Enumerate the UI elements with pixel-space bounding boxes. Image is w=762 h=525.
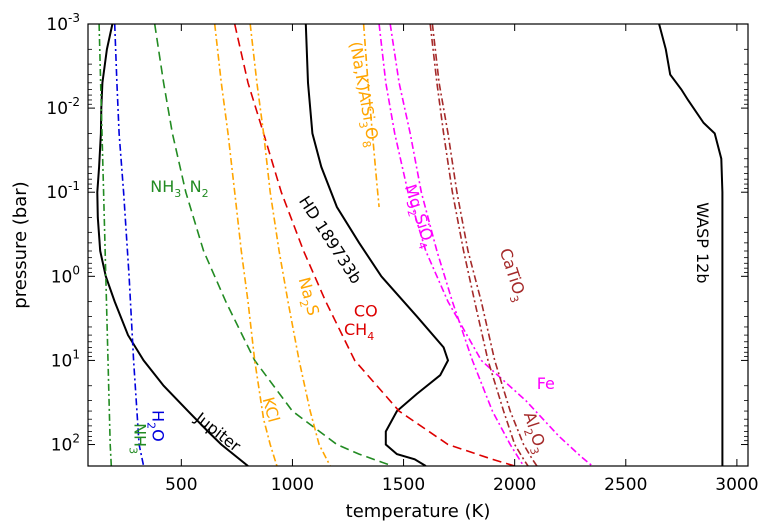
series-line-jupiter xyxy=(96,24,249,466)
x-tick-label: 2000 xyxy=(493,475,536,495)
curve-label-nakalsi: (Na,K)AlSi3O8 xyxy=(342,40,383,149)
curve-label-wasp: WASP 12b xyxy=(693,202,712,283)
x-tick-label: 2500 xyxy=(604,475,647,495)
series-line-mg2sio4 xyxy=(389,24,525,466)
x-tick-label: 3000 xyxy=(715,475,758,495)
series-line-nh3-n2 xyxy=(153,24,393,466)
plot-frame xyxy=(87,23,749,467)
series-line-wasp-12b xyxy=(658,24,724,466)
curve-label-nh3-cond: NH3 xyxy=(127,423,150,454)
curve-label-catio3: CaTiO3 xyxy=(492,246,531,305)
y-tick-label: 10-3 xyxy=(46,11,80,35)
x-axis-title: temperature (K) xyxy=(346,501,491,522)
series-line-catio3 xyxy=(429,24,529,466)
y-tick-label: 10-1 xyxy=(46,179,80,203)
series-line-al2o3 xyxy=(431,24,538,466)
curve-label-jupiter: Jupiter xyxy=(191,408,245,456)
series-line-h2o xyxy=(113,24,145,466)
curve-label-al2o3: Al2O3 xyxy=(516,409,551,456)
curve-label-na2s: Na2S xyxy=(291,275,323,319)
curve-label-hd: HD 189733b xyxy=(295,192,366,287)
curve-label-h2o: H2O xyxy=(144,410,167,442)
series-line-nh3 xyxy=(98,24,113,466)
series-line-hd-189733b xyxy=(304,24,450,466)
series-line-kcl xyxy=(213,24,278,466)
curve-label-co: CO xyxy=(354,301,378,320)
y-axis-title: pressure (bar) xyxy=(10,181,31,308)
curve-label-mg2sio4: Mg2SiO4 xyxy=(397,182,439,251)
x-tick-label: 500 xyxy=(165,475,197,495)
x-tick-label: 1000 xyxy=(271,475,314,495)
ticks-layer: 500 1000 1500 2000 2500 3000 10-3 10-2 10-1 100 10… xyxy=(46,11,758,495)
y-tick-label: 10-2 xyxy=(46,95,80,119)
series-line-na-k-alsi3o8 xyxy=(362,24,380,208)
curve-label-nh3-n2-a: NH3 xyxy=(150,177,181,200)
x-tick-label: 1500 xyxy=(382,475,425,495)
curves-layer xyxy=(96,24,724,466)
curve-label-nh3-n2-b: N2 xyxy=(190,177,209,200)
series-line-na2s xyxy=(249,24,331,466)
y-tick-label: 102 xyxy=(51,432,80,456)
y-tick-label: 100 xyxy=(51,263,80,287)
y-tick-label: 101 xyxy=(51,347,80,371)
curve-label-fe: Fe xyxy=(537,374,555,393)
curve-label-kcl: KCl xyxy=(259,395,284,424)
series-line-fe xyxy=(378,24,593,466)
curve-label-ch4: CH4 xyxy=(344,320,374,343)
